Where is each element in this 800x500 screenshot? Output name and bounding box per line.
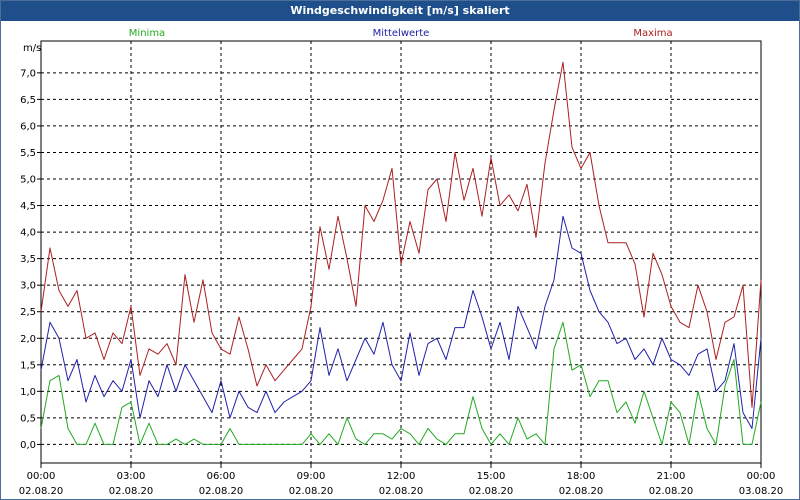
legend-item: Mittelwerte xyxy=(373,28,430,39)
y-tick-label: 6,5 xyxy=(20,95,36,106)
x-tick-time: 00:00 xyxy=(747,471,776,482)
y-tick-label: 7,0 xyxy=(20,68,36,79)
x-tick-date: 02.08.20 xyxy=(379,486,424,497)
x-tick-time: 21:00 xyxy=(657,471,686,482)
x-tick-date: 02.08.20 xyxy=(109,486,154,497)
y-tick-label: 6,0 xyxy=(20,121,36,132)
y-tick-label: 3,5 xyxy=(20,254,36,265)
x-tick-time: 00:00 xyxy=(27,471,56,482)
y-axis-ticks: 0,0 0,5 1,0 1,5 2,0 2,5 3,0 3,5 4,0 4,5 5,0 5,5 6,0 6… xyxy=(20,68,41,451)
y-tick-label: 0,0 xyxy=(20,440,36,451)
y-tick-label: 3,0 xyxy=(20,281,36,292)
legend-item: Maxima xyxy=(633,28,672,39)
chart-title: Windgeschwindigkeit [m/s] skaliert xyxy=(290,4,510,17)
y-tick-label: 0,5 xyxy=(20,413,36,424)
x-axis-ticks: 00:00 02.08.20 03:00 02.08.20 06:00 02.08.20 0… xyxy=(19,463,784,497)
x-tick-date: 02.08.20 xyxy=(19,486,64,497)
y-tick-label: 4,0 xyxy=(20,228,36,239)
y-tick-label: 5,0 xyxy=(20,175,36,186)
y-axis-label: m/s xyxy=(23,43,41,54)
y-tick-label: 5,5 xyxy=(20,148,36,159)
grid-lines xyxy=(41,41,761,463)
x-tick-date: 02.08.20 xyxy=(649,486,694,497)
x-tick-date: 02.08.20 xyxy=(469,486,514,497)
x-tick-time: 15:00 xyxy=(477,471,506,482)
x-tick-date: 03.08.20 xyxy=(739,486,784,497)
series-lines xyxy=(40,61,762,445)
line-chart: 0,0 0,5 1,0 1,5 2,0 2,5 3,0 3,5 4,0 4,5 5,0 5,5 6,0 6… xyxy=(19,28,784,497)
series-maxima-line xyxy=(40,61,762,408)
y-tick-label: 2,0 xyxy=(20,334,36,345)
x-tick-time: 09:00 xyxy=(297,471,326,482)
x-tick-time: 03:00 xyxy=(117,471,146,482)
y-tick-label: 4,5 xyxy=(20,201,36,212)
series-minima-line xyxy=(40,321,762,445)
y-tick-label: 1,0 xyxy=(20,387,36,398)
series-mittelwerte-line xyxy=(40,215,762,429)
x-tick-date: 02.08.20 xyxy=(289,486,334,497)
x-tick-time: 12:00 xyxy=(387,471,416,482)
y-tick-label: 2,5 xyxy=(20,307,36,318)
x-tick-date: 02.08.20 xyxy=(199,486,244,497)
chart-title-bar: Windgeschwindigkeit [m/s] skaliert xyxy=(1,1,799,21)
y-tick-label: 1,5 xyxy=(20,360,36,371)
legend: Minima Mittelwerte Maxima xyxy=(129,28,673,39)
x-tick-time: 18:00 xyxy=(567,471,596,482)
x-tick-time: 06:00 xyxy=(207,471,236,482)
legend-item: Minima xyxy=(129,28,165,39)
x-tick-date: 02.08.20 xyxy=(559,486,604,497)
